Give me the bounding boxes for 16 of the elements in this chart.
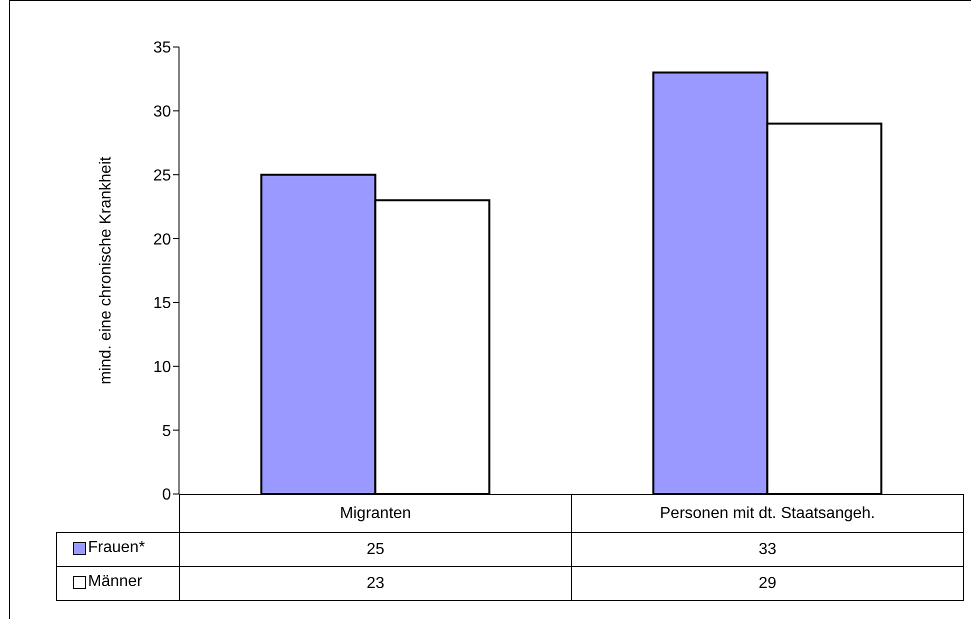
y-tick-label: 0 (162, 486, 172, 504)
data-label: 23 (180, 566, 572, 600)
data-label: 29 (572, 566, 964, 600)
y-tick-label: 15 (153, 295, 172, 312)
y-tick-label: 5 (162, 422, 172, 440)
y-tick-label: 20 (153, 231, 172, 248)
data-label: 33 (572, 532, 964, 566)
x-tick-label: Migranten (180, 494, 572, 532)
y-tick-label: 35 (153, 40, 172, 57)
x-tick-label: Personen mit dt. Staatsangeh. (572, 494, 964, 532)
y-tick-label: 25 (153, 167, 172, 184)
y-tick-label: 30 (153, 104, 172, 121)
legend-label: Frauen* (88, 539, 145, 558)
y-tick-label: 10 (153, 358, 172, 376)
y-axis-title: mind. eine chronische Krankheit (98, 156, 115, 384)
legend-label: Männer (88, 573, 142, 592)
